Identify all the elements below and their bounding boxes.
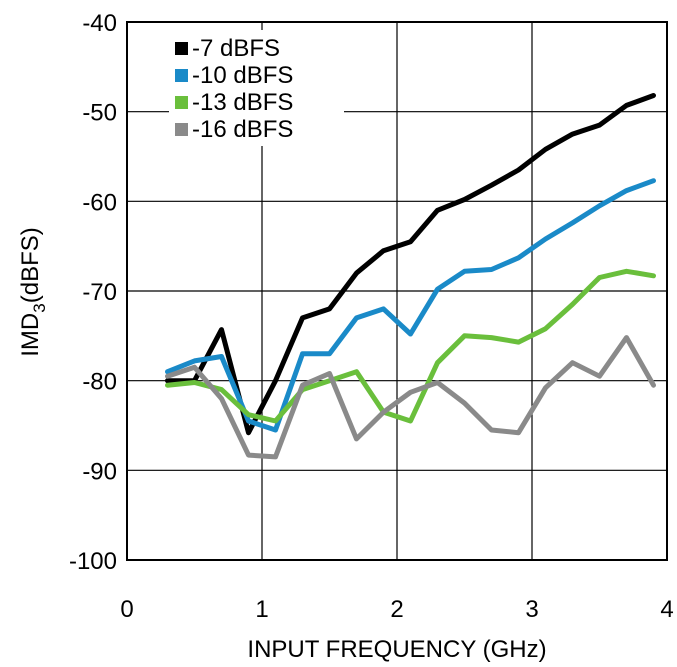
- y-tick-label-6: -100: [69, 548, 117, 575]
- legend-background: [169, 30, 344, 146]
- series-line-1: [165, 178, 656, 433]
- legend-swatch-2: [175, 96, 188, 109]
- plot-frame: [126, 21, 668, 561]
- legend: -7 dBFS-10 dBFS-13 dBFS-16 dBFS: [169, 30, 344, 146]
- y-axis-title: IMD3(dBFS): [17, 227, 49, 356]
- y-tick-label-3: -70: [82, 279, 117, 306]
- y-tick-label-1: -50: [82, 100, 117, 127]
- legend-label-3: -16 dBFS: [192, 116, 293, 143]
- x-tick-labels: 0 1 2 3 4: [120, 596, 673, 623]
- y-tick-label-2: -60: [82, 189, 117, 216]
- x-axis-title: INPUT FREQUENCY (GHz): [247, 636, 546, 663]
- y-axis-title-main: IMD: [17, 313, 44, 357]
- y-axis-title-unit: (dBFS): [17, 227, 44, 303]
- legend-swatch-3: [175, 123, 188, 136]
- series-line-2: [165, 268, 656, 424]
- x-tick-label-3: 3: [525, 596, 538, 623]
- legend-label-0: -7 dBFS: [192, 35, 280, 62]
- series-line-3: [165, 335, 656, 460]
- y-tick-labels: -40 -50 -60 -70 -80 -90 -100: [69, 10, 117, 575]
- y-axis-title-subscript: 3: [30, 303, 49, 312]
- y-tick-label-4: -80: [82, 369, 117, 396]
- y-tick-label-0: -40: [82, 10, 117, 37]
- legend-swatch-0: [175, 42, 188, 55]
- legend-label-2: -13 dBFS: [192, 89, 293, 116]
- series-lines: [165, 93, 656, 460]
- y-tick-label-5: -90: [82, 458, 117, 485]
- legend-swatch-1: [175, 69, 188, 82]
- x-tick-label-4: 4: [660, 596, 673, 623]
- legend-label-1: -10 dBFS: [192, 62, 293, 89]
- x-tick-label-1: 1: [255, 596, 268, 623]
- series-line-0: [165, 93, 656, 436]
- x-tick-label-0: 0: [120, 596, 133, 623]
- x-tick-label-2: 2: [390, 596, 403, 623]
